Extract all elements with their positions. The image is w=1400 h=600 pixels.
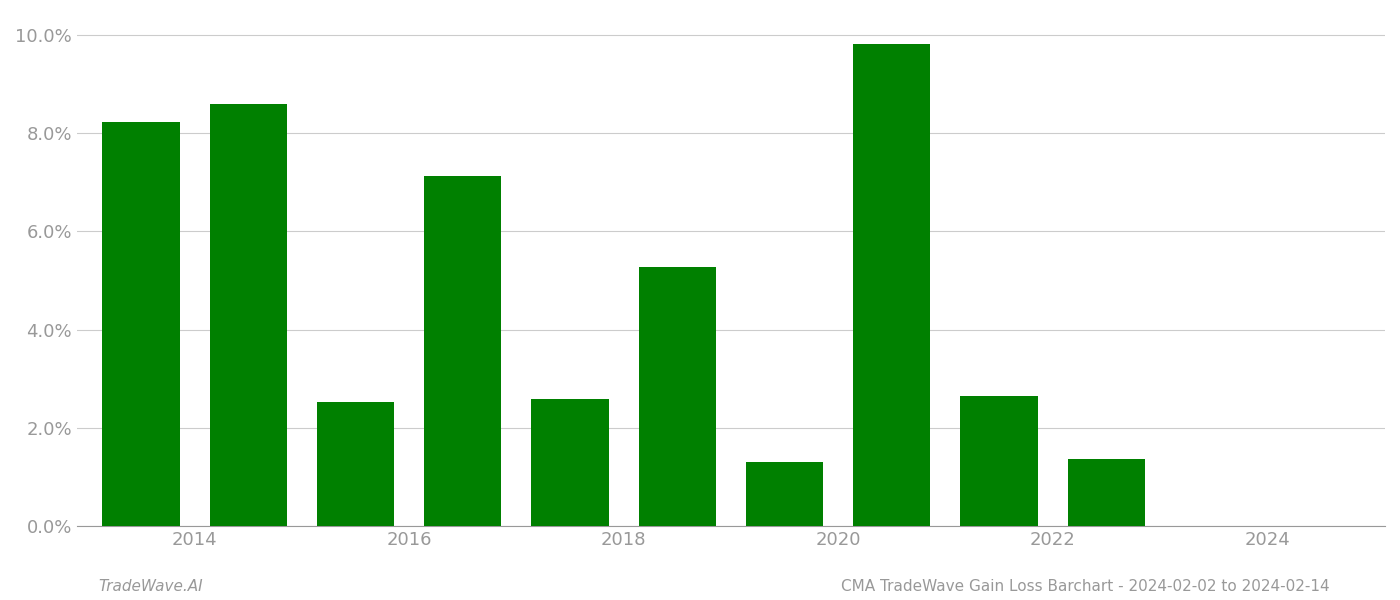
Bar [532,400,609,526]
Bar [960,396,1037,526]
Bar [746,462,823,526]
Bar [316,402,393,526]
Text: CMA TradeWave Gain Loss Barchart - 2024-02-02 to 2024-02-14: CMA TradeWave Gain Loss Barchart - 2024-… [841,579,1330,594]
Text: TradeWave.AI: TradeWave.AI [98,579,203,594]
Bar [638,266,715,526]
Bar [210,104,287,526]
Bar [1068,459,1145,526]
Bar [102,122,179,526]
Bar [424,176,501,526]
Bar [853,44,930,526]
